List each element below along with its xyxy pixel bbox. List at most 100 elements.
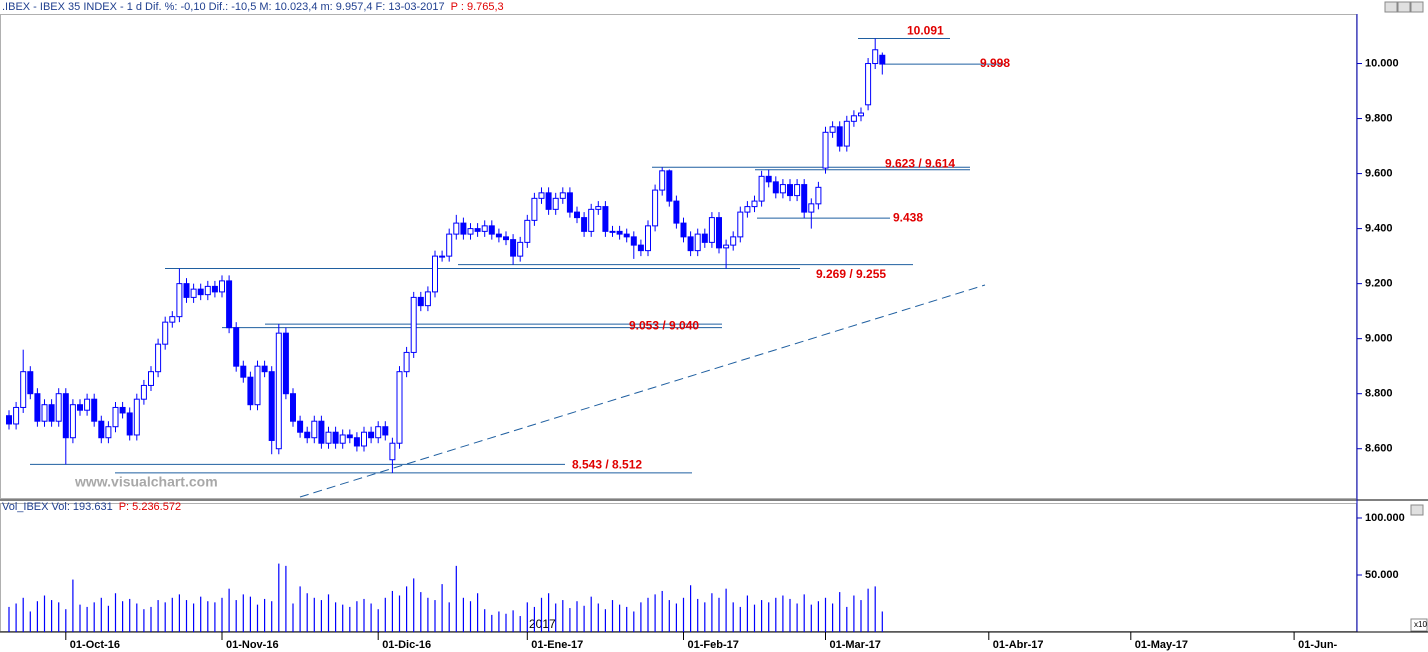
watermark: www.visualchart.com: [74, 474, 218, 490]
volume-bar: [15, 603, 17, 632]
candle-body: [751, 200, 758, 208]
candle-body: [623, 233, 630, 238]
volume-bar: [775, 597, 777, 632]
candle-body: [254, 365, 261, 406]
volume-bar: [335, 602, 337, 632]
volume-bar: [377, 609, 379, 632]
candle-body: [275, 332, 282, 450]
candle-body: [41, 404, 48, 422]
volume-bar: [839, 592, 841, 632]
multiplier-label: x10: [1414, 620, 1427, 629]
candle-body: [389, 442, 396, 461]
volume-bar: [604, 609, 606, 632]
candle-body: [879, 54, 886, 65]
scroll-button[interactable]: [1410, 504, 1424, 516]
candle-body: [148, 371, 154, 386]
candle-body: [850, 115, 857, 122]
candle-body: [304, 431, 311, 439]
candle-body: [481, 225, 488, 232]
candle-body: [559, 192, 566, 199]
volume-bar: [761, 600, 763, 632]
y-tick-label: 50.000: [1365, 569, 1399, 581]
candle-body: [744, 206, 751, 213]
volume-bar: [342, 604, 344, 632]
volume-bar: [810, 604, 812, 632]
volume-bar: [164, 602, 166, 632]
volume-bar: [498, 611, 500, 632]
candle-body: [6, 415, 12, 425]
candle-body: [382, 426, 389, 436]
volume-bar: [519, 616, 521, 632]
candle-body: [758, 175, 765, 202]
volume-bar: [832, 603, 834, 632]
y-tick-label: 100.000: [1365, 512, 1405, 524]
volume-bar: [143, 609, 145, 632]
volume-bar: [860, 600, 862, 632]
volume-bar: [327, 594, 330, 632]
volume-bar: [725, 588, 727, 632]
volume-bar: [200, 596, 202, 632]
volume-bar: [597, 603, 599, 632]
candle-body: [112, 406, 119, 428]
candle-body: [822, 131, 829, 169]
candle-body: [673, 200, 680, 224]
volume-bar: [207, 601, 209, 632]
candle-body: [708, 217, 715, 243]
volume-bar: [633, 611, 635, 632]
candle-body: [694, 233, 701, 252]
volume-bar: [434, 600, 436, 632]
volume-bar: [278, 563, 280, 632]
candle-body: [48, 404, 55, 422]
volume-bar: [391, 590, 393, 632]
volume-title: Vol_IBEX Vol: 193.631 P: 5.236.572: [2, 501, 181, 513]
candle-body: [574, 211, 580, 219]
volume-bar: [157, 600, 159, 632]
volume-bar: [43, 595, 46, 632]
volume-bar: [505, 613, 507, 632]
candle-body: [765, 175, 772, 183]
volume-bar: [249, 596, 251, 632]
scroll-button[interactable]: [1410, 1, 1424, 13]
candle-body: [474, 228, 481, 232]
candle-body: [325, 431, 332, 444]
candle-body: [645, 225, 651, 252]
candle-body: [779, 184, 786, 194]
chart-title: .IBEX - IBEX 35 INDEX - 1 d Dif. %: -0,1…: [2, 1, 504, 13]
volume-bar: [214, 602, 216, 632]
candle-body: [297, 420, 304, 433]
scroll-button[interactable]: [1397, 1, 1411, 13]
candle-body: [353, 437, 360, 447]
x-tick-label: 01-Abr-17: [993, 639, 1044, 651]
volume-bar: [675, 603, 677, 632]
volume-bar: [178, 594, 180, 632]
y-tick-label: 9.000: [1365, 333, 1393, 345]
volume-bar: [264, 598, 266, 632]
candle-body: [211, 285, 218, 293]
volume-bar: [718, 597, 720, 632]
year-label: 2017: [529, 617, 556, 631]
scroll-button[interactable]: [1384, 1, 1398, 13]
y-tick-label: 9.400: [1365, 223, 1393, 235]
candle-body: [133, 398, 140, 436]
volume-bar: [462, 597, 464, 632]
candle-body: [495, 233, 502, 238]
volume-bar: [114, 593, 117, 632]
volume-bar: [448, 602, 450, 632]
candle-body: [105, 426, 112, 439]
volume-bar: [185, 600, 188, 632]
volume-bar: [548, 593, 550, 632]
volume-bar: [455, 565, 457, 632]
candle-body: [62, 393, 69, 439]
level-label: 9.269 / 9.255: [816, 267, 886, 281]
candle-body: [659, 170, 666, 191]
candle-body: [637, 244, 644, 252]
candle-body: [98, 420, 105, 439]
volume-bar: [583, 605, 585, 632]
candle-body: [602, 206, 609, 232]
x-tick-label: 01-Ene-17: [531, 639, 583, 651]
volume-bar: [384, 597, 386, 632]
volume-bar: [555, 603, 557, 632]
volume-bar: [803, 594, 805, 632]
candle-body: [453, 222, 460, 235]
volume-bar: [619, 604, 621, 632]
